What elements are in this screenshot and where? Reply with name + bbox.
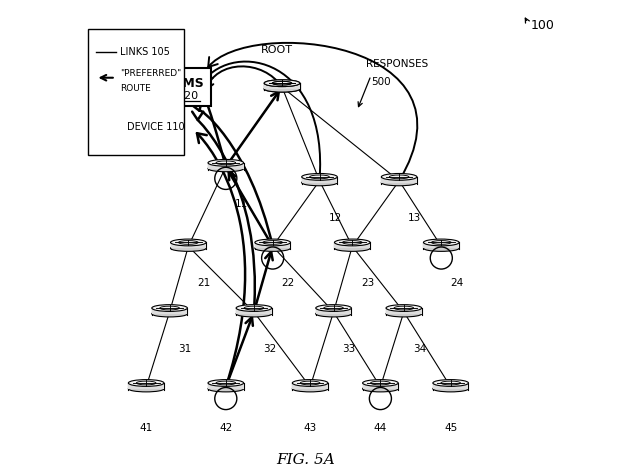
- Text: 21: 21: [197, 278, 210, 288]
- Text: 34: 34: [413, 344, 426, 354]
- Ellipse shape: [381, 173, 417, 180]
- Ellipse shape: [236, 305, 272, 311]
- FancyArrowPatch shape: [208, 43, 417, 181]
- Ellipse shape: [316, 305, 351, 311]
- FancyArrowPatch shape: [192, 112, 255, 312]
- Ellipse shape: [433, 380, 468, 386]
- Ellipse shape: [264, 80, 300, 87]
- Text: 44: 44: [374, 422, 387, 432]
- Bar: [94, 125, 122, 128]
- Bar: [128, 384, 164, 389]
- Ellipse shape: [128, 380, 164, 386]
- Ellipse shape: [171, 245, 206, 251]
- Bar: [362, 384, 398, 389]
- Text: 41: 41: [139, 422, 153, 432]
- FancyArrowPatch shape: [203, 66, 282, 90]
- FancyArrowPatch shape: [197, 133, 245, 387]
- Ellipse shape: [264, 86, 300, 92]
- Ellipse shape: [236, 310, 272, 317]
- Text: 43: 43: [304, 422, 317, 432]
- Text: 11: 11: [235, 199, 248, 209]
- Bar: [316, 309, 351, 314]
- Ellipse shape: [208, 380, 243, 386]
- Bar: [381, 178, 417, 182]
- Ellipse shape: [334, 245, 370, 251]
- Bar: [171, 243, 206, 248]
- FancyBboxPatch shape: [88, 28, 183, 155]
- Ellipse shape: [152, 310, 187, 317]
- Bar: [264, 84, 300, 89]
- Ellipse shape: [381, 180, 417, 186]
- Ellipse shape: [362, 380, 398, 386]
- Ellipse shape: [424, 245, 459, 251]
- Ellipse shape: [264, 86, 300, 92]
- Bar: [208, 384, 243, 389]
- FancyArrowPatch shape: [203, 62, 320, 181]
- Ellipse shape: [302, 180, 337, 186]
- Text: 32: 32: [263, 344, 276, 354]
- Ellipse shape: [334, 239, 370, 246]
- Text: 120: 120: [178, 91, 199, 100]
- Ellipse shape: [152, 305, 187, 311]
- Ellipse shape: [292, 380, 328, 386]
- Bar: [264, 84, 300, 89]
- Bar: [236, 309, 272, 314]
- Text: 33: 33: [343, 344, 356, 354]
- Text: FIG. 5A: FIG. 5A: [276, 453, 335, 466]
- FancyArrowPatch shape: [192, 101, 273, 246]
- Bar: [302, 178, 337, 182]
- Ellipse shape: [94, 121, 122, 127]
- Text: 31: 31: [178, 344, 192, 354]
- Ellipse shape: [255, 245, 291, 251]
- Text: ROOT: ROOT: [261, 45, 293, 55]
- Text: 500: 500: [371, 77, 390, 87]
- FancyArrowPatch shape: [195, 90, 226, 167]
- Text: 24: 24: [450, 278, 463, 288]
- Bar: [208, 164, 243, 169]
- Bar: [433, 384, 468, 389]
- Ellipse shape: [208, 386, 243, 392]
- Ellipse shape: [264, 80, 300, 87]
- Ellipse shape: [386, 310, 422, 317]
- Bar: [334, 243, 370, 248]
- Bar: [386, 309, 422, 314]
- Ellipse shape: [316, 310, 351, 317]
- Ellipse shape: [94, 126, 122, 131]
- Ellipse shape: [128, 386, 164, 392]
- Ellipse shape: [255, 239, 291, 246]
- Text: DEVICE 110: DEVICE 110: [127, 122, 185, 132]
- Ellipse shape: [171, 239, 206, 246]
- Bar: [255, 243, 291, 248]
- Ellipse shape: [208, 165, 243, 172]
- Ellipse shape: [433, 386, 468, 392]
- Text: 22: 22: [282, 278, 295, 288]
- Text: 45: 45: [444, 422, 458, 432]
- Text: 100: 100: [530, 19, 554, 32]
- Text: "PREFERRED": "PREFERRED": [120, 69, 181, 78]
- Text: 13: 13: [408, 213, 421, 223]
- Text: 12: 12: [328, 213, 342, 223]
- Text: ROUTE: ROUTE: [120, 83, 151, 92]
- FancyBboxPatch shape: [166, 68, 211, 106]
- Text: LINKS 105: LINKS 105: [120, 47, 170, 57]
- Ellipse shape: [424, 239, 459, 246]
- Ellipse shape: [302, 173, 337, 180]
- Ellipse shape: [292, 386, 328, 392]
- Bar: [292, 384, 328, 389]
- Ellipse shape: [362, 386, 398, 392]
- Ellipse shape: [386, 305, 422, 311]
- Text: RESPONSES: RESPONSES: [366, 59, 429, 69]
- Text: NMS: NMS: [173, 76, 204, 90]
- Text: 23: 23: [361, 278, 374, 288]
- Bar: [152, 309, 187, 314]
- Bar: [424, 243, 459, 248]
- Text: 42: 42: [219, 422, 233, 432]
- Ellipse shape: [208, 159, 243, 166]
